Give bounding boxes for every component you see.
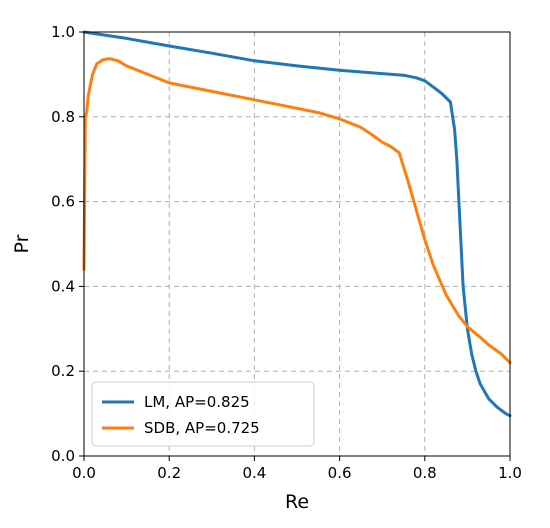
y-tick-label: 0.8 (51, 108, 75, 126)
x-tick-label: 0.2 (157, 464, 181, 482)
y-tick-label: 0.4 (51, 277, 75, 295)
series-layer (82, 30, 512, 418)
y-tick-label: 1.0 (51, 23, 75, 41)
y-tick-label: 0.6 (51, 193, 75, 211)
legend-box (91, 381, 315, 447)
x-tick-label: 0.8 (413, 464, 437, 482)
x-axis-label: Re (285, 491, 309, 513)
plot-frame (83, 31, 511, 457)
x-tick-label: 1.0 (498, 464, 522, 482)
series-line-0 (82, 30, 512, 418)
legend: LM, AP=0.825 SDB, AP=0.725 (91, 381, 315, 447)
x-tick-label: 0.6 (328, 464, 352, 482)
y-tick-label: 0.0 (51, 447, 75, 465)
y-tick-label: 0.2 (51, 362, 75, 380)
ticks: 0.0 0.2 0.4 0.6 0.8 1.0 0.0 0.2 0.4 0.6 0.8 1.0 (51, 23, 522, 482)
legend-label: SDB, AP=0.725 (144, 419, 260, 437)
series-line-1 (82, 57, 512, 365)
y-axis-label: Pr (11, 234, 33, 253)
legend-label: LM, AP=0.825 (144, 393, 250, 411)
x-tick-label: 0.4 (242, 464, 266, 482)
x-tick-label: 0.0 (72, 464, 96, 482)
